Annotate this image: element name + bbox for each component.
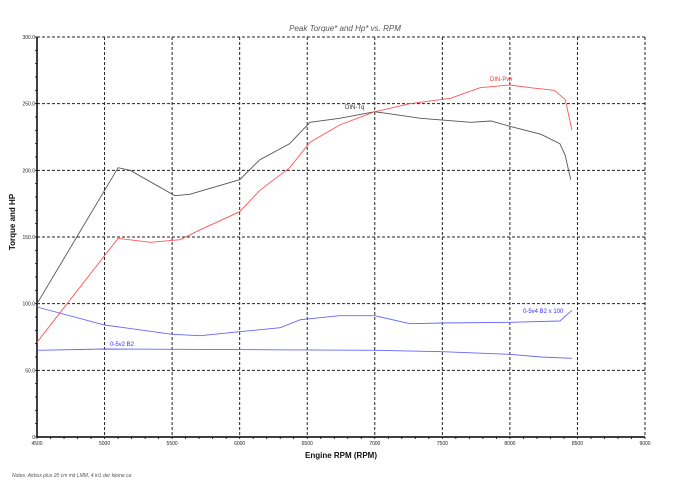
notes: Notes: Airbox plus 20 cm mit LMM, 4 in1 … [12,473,132,479]
y-axis-label: Torque and HP [8,193,17,250]
ticks: 4500 5000 5500 6000 6500 7000 7500 8000 8500 9000… [22,35,650,447]
series-line-din-pwr [36,84,573,343]
y-tick-label: 200.0 [22,168,35,174]
x-tick-label: 5000 [99,441,110,447]
x-tick-label: 6000 [234,441,245,447]
grid [37,36,646,437]
x-tick-label: 7500 [437,441,448,447]
x-axis-label: Engine RPM (RPM) [305,451,377,460]
series-label-din-tq: DIN-Tq [345,105,364,111]
series-lines [36,84,573,359]
series-line-din-tq [36,111,572,304]
x-tick-label: 6500 [302,441,313,447]
y-tick-label: 250.0 [22,102,35,108]
series-line-0-5v4-b2-x-100 [36,306,573,337]
y-tick-label: 50.0 [25,368,35,374]
y-tick-label: 0 [32,435,35,441]
series-label-din-pwr: DIN-Pwr [490,77,513,83]
y-tick-label: 150.0 [22,235,35,241]
series-line-0-5v2-b2 [36,348,573,359]
series-label-0-5v4: 0-5v4 B2 x 100 [523,309,564,315]
x-tick-label: 8500 [572,441,583,447]
series-label-0-5v2: 0-5v2 B2 [110,342,135,348]
x-tick-label: 9000 [639,441,650,447]
y-tick-label: 100.0 [22,302,35,308]
chart-title: Peak Torque* and Hp* vs. RPM [289,24,401,33]
x-tick-label: 5500 [167,441,178,447]
y-tick-label: 300.0 [22,35,35,41]
x-tick-label: 8000 [504,441,515,447]
x-tick-label: 7000 [369,441,380,447]
x-tick-label: 4500 [31,441,42,447]
